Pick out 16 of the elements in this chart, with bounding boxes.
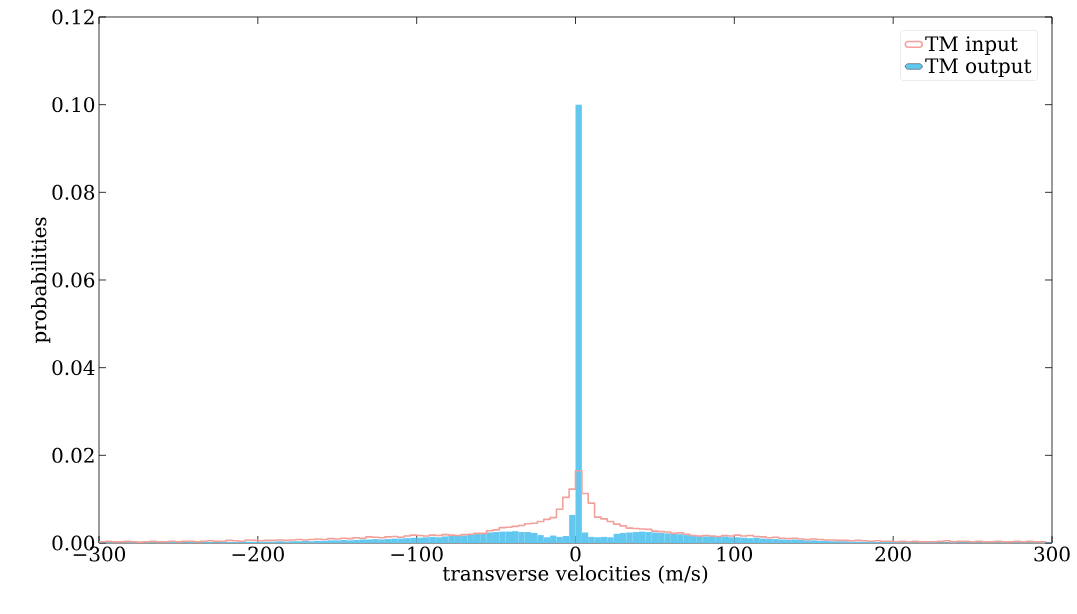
y-tick-label: 0.08 bbox=[52, 184, 95, 200]
y-tick-label: 0.10 bbox=[52, 97, 95, 113]
y-tick-label: 0.04 bbox=[52, 360, 95, 376]
y-tick-label: 0.02 bbox=[52, 447, 94, 463]
x-tick-label: 300 bbox=[1034, 546, 1070, 562]
y-tick-label: 0.12 bbox=[52, 9, 94, 25]
y-axis-title: probabilities bbox=[30, 217, 51, 344]
y-tick-label: 0.06 bbox=[52, 272, 95, 288]
x-axis-title: transverse velocities (m/s) bbox=[442, 565, 708, 584]
x-tick-label: 200 bbox=[875, 546, 911, 562]
x-tick-label: 0 bbox=[570, 546, 581, 562]
x-tick-label: −100 bbox=[391, 546, 443, 562]
legend-label: TM output bbox=[925, 58, 1032, 78]
x-tick-label: −200 bbox=[232, 546, 284, 562]
legend-label: TM input bbox=[925, 36, 1018, 56]
x-tick-label: 100 bbox=[717, 546, 753, 562]
